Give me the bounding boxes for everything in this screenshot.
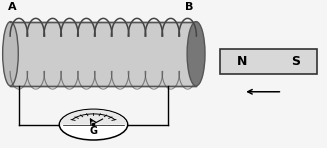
- Ellipse shape: [187, 22, 205, 86]
- Text: S: S: [291, 55, 300, 68]
- Text: A: A: [8, 2, 16, 12]
- Ellipse shape: [3, 22, 18, 86]
- Wedge shape: [60, 110, 127, 125]
- Text: G: G: [90, 126, 97, 136]
- Circle shape: [59, 109, 128, 140]
- Bar: [220, 49, 317, 74]
- Text: N: N: [236, 55, 247, 68]
- Text: B: B: [185, 2, 194, 12]
- Bar: [10, 22, 196, 86]
